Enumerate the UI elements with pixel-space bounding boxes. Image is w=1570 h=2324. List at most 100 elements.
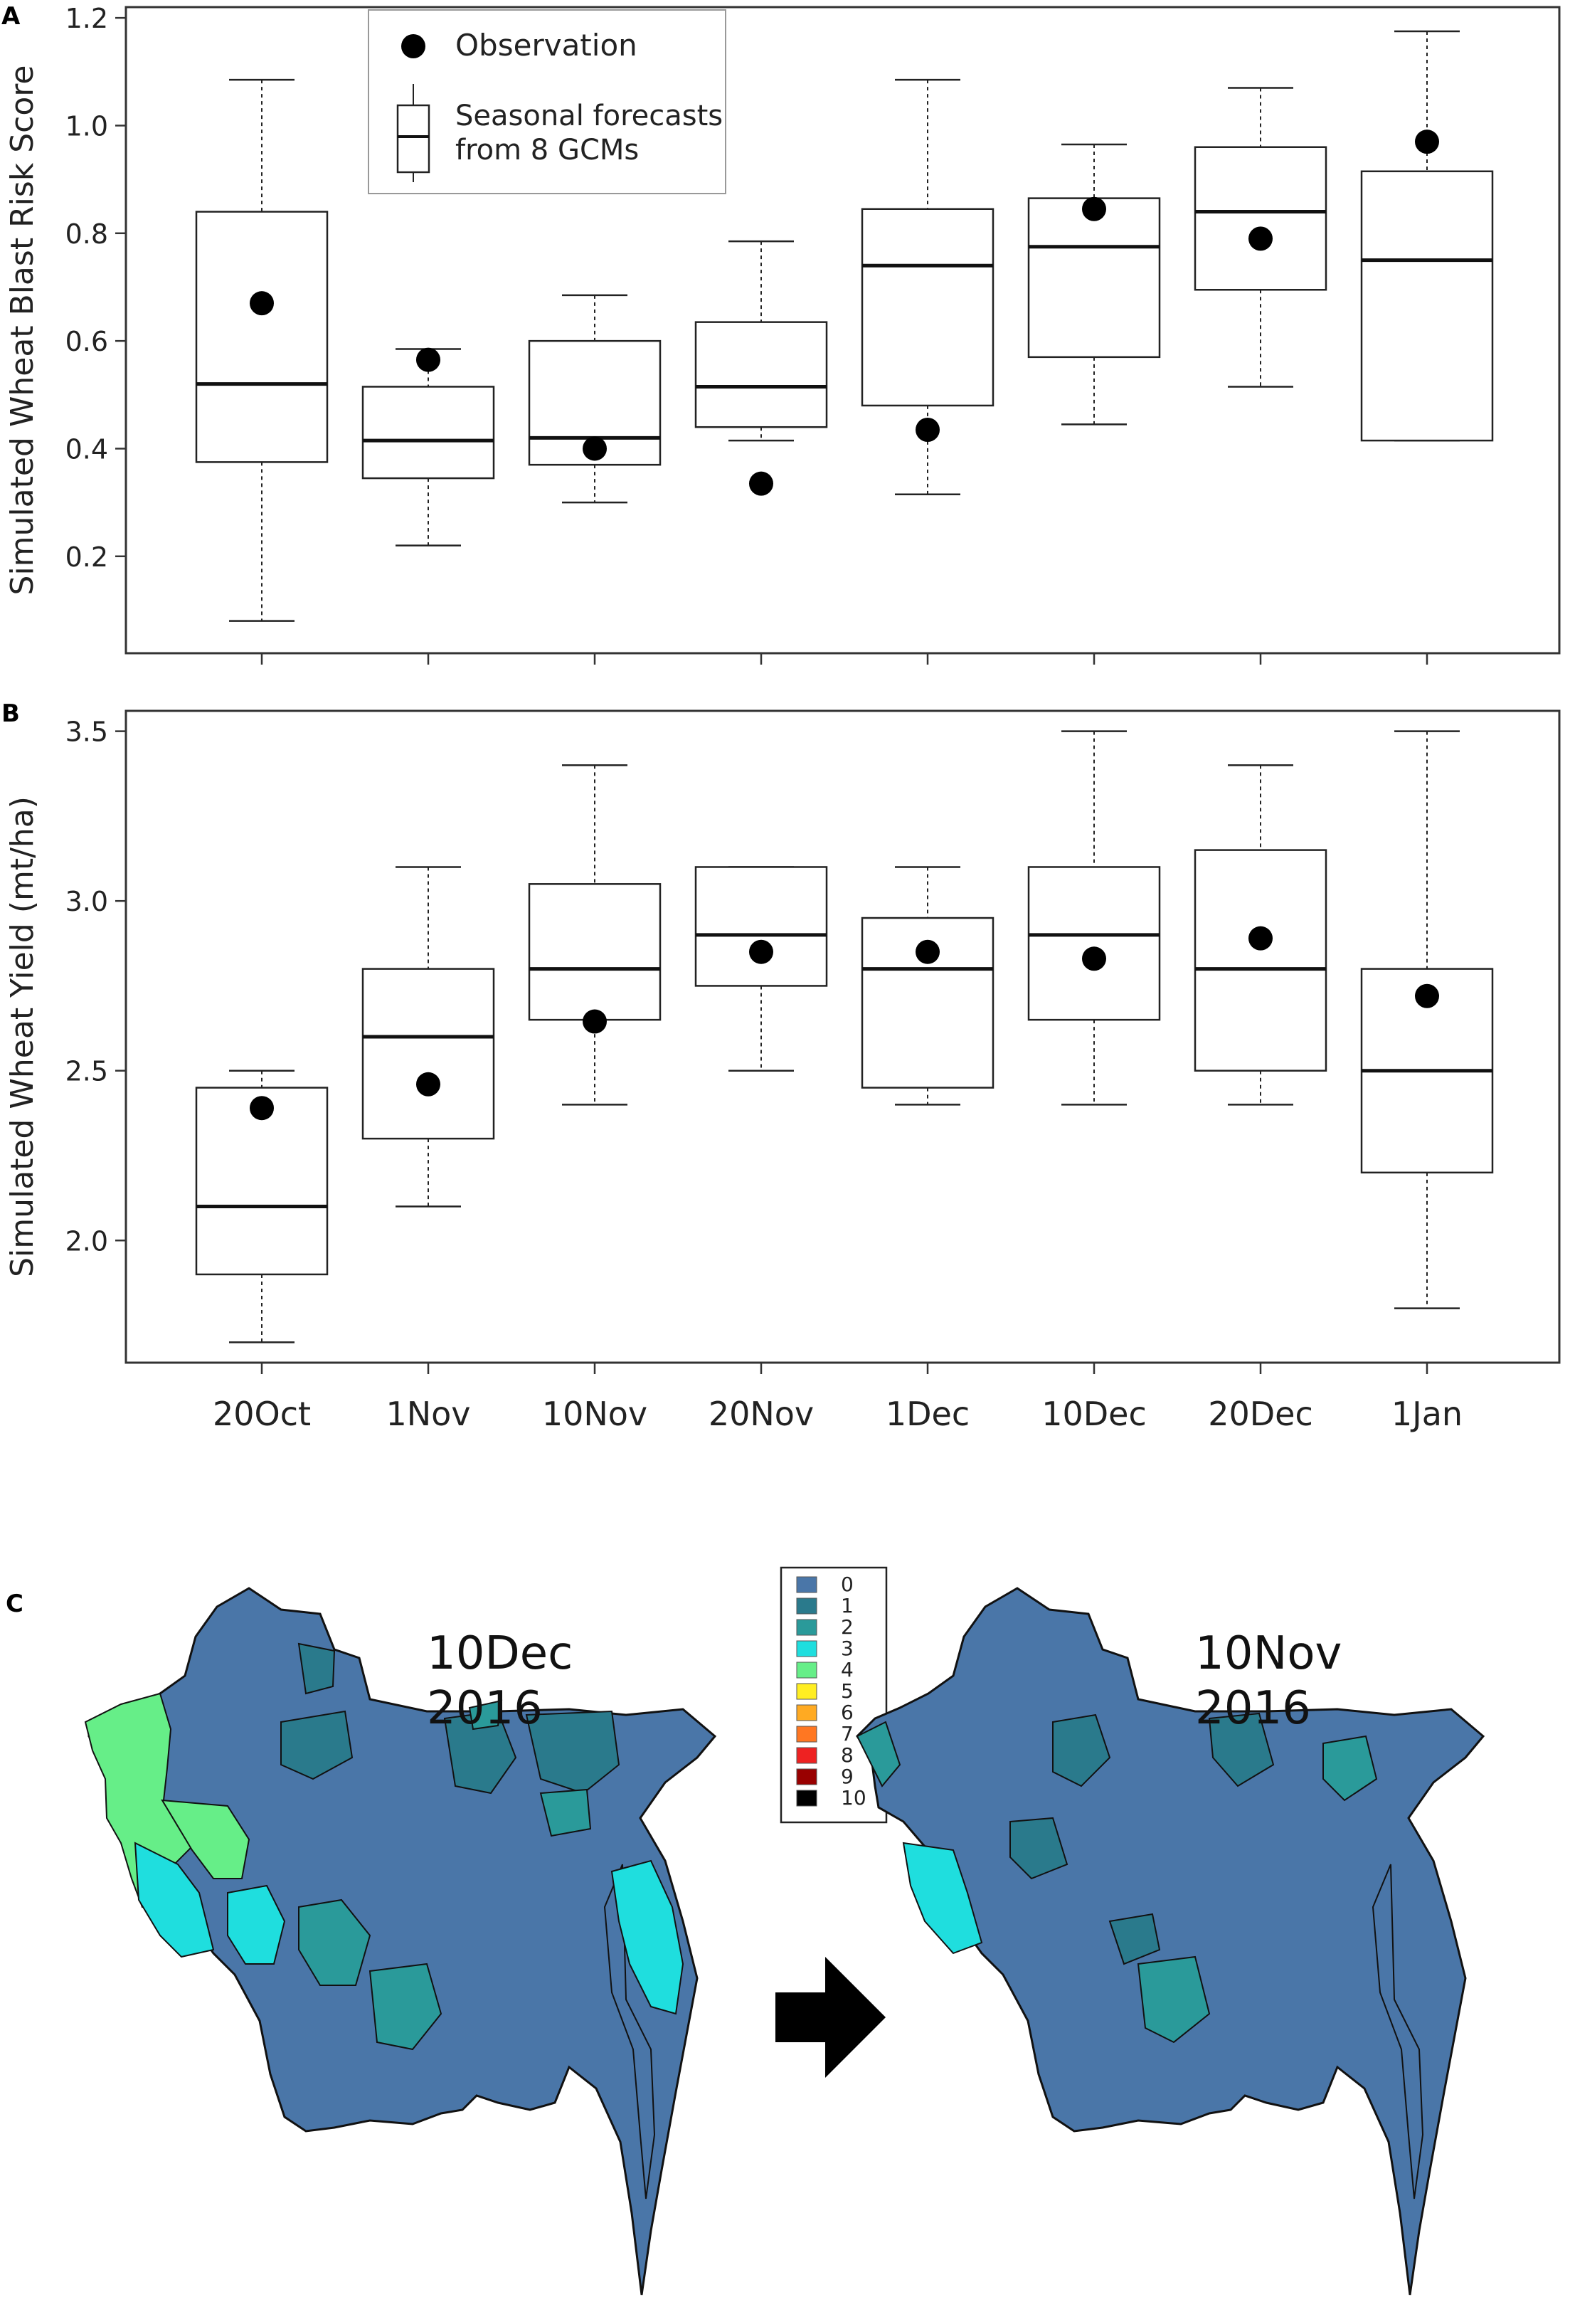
- observation-point: [1082, 946, 1106, 971]
- map-left-region-4-b: [161, 1799, 250, 1879]
- x-tick-label: 10Nov: [542, 1395, 647, 1433]
- map-left-region-2-b: [368, 1963, 442, 2051]
- map-legend-swatch: [796, 1640, 817, 1657]
- iqr-box: [361, 386, 495, 480]
- iqr-box: [1194, 146, 1327, 291]
- map-left-region-3-a: [134, 1842, 215, 1958]
- observation-point: [1248, 926, 1273, 951]
- map-left-region-2-d: [539, 1788, 592, 1837]
- map-legend-swatch: [796, 1704, 817, 1721]
- map-right-border: [1372, 1864, 1424, 2199]
- legend-box-marker: [396, 104, 430, 174]
- observation-point: [250, 1096, 274, 1121]
- map-legend-label: 0: [841, 1573, 854, 1596]
- x-tick-label: 1Nov: [386, 1395, 470, 1433]
- y-axis-label-a: Simulated Wheat Blast Risk Score: [4, 65, 41, 596]
- observation-point: [749, 471, 773, 496]
- map-legend-swatch: [796, 1768, 817, 1785]
- iqr-box: [861, 917, 994, 1089]
- map-legend-label: 6: [841, 1701, 854, 1724]
- panel-label-c: C: [6, 1590, 23, 1618]
- y-tick-label: 1.0: [65, 110, 108, 142]
- observation-point: [916, 939, 940, 964]
- map-left-region-2-c: [468, 1699, 503, 1731]
- y-tick-label: 0.2: [65, 542, 108, 573]
- legend-forecast-line1: Seasonal forecasts: [455, 100, 723, 132]
- y-tick-label: 0.8: [65, 218, 108, 250]
- box-1Jan: [1360, 730, 1494, 1309]
- map-legend-swatch: [796, 1790, 817, 1807]
- map-legend-label: 3: [841, 1637, 854, 1660]
- x-axis-ticks-a: [260, 653, 1428, 665]
- legend-forecast-line2: from 8 GCMs: [455, 134, 639, 167]
- boxes-b: [195, 730, 1494, 1343]
- observations-b: [250, 926, 1439, 1121]
- x-tick-label: 20Oct: [213, 1395, 311, 1433]
- map-right-region-2-b: [1322, 1735, 1378, 1802]
- y-tick-label: 0.4: [65, 433, 108, 465]
- box-1Dec: [861, 78, 994, 496]
- map-legend-label: 5: [841, 1679, 854, 1703]
- x-tick-label: 1Dec: [886, 1395, 970, 1433]
- panel-label-a: A: [1, 2, 21, 31]
- box-1Dec: [861, 866, 994, 1106]
- legend: Observation Seasonal forecasts from 8 GC…: [368, 9, 726, 194]
- observation-point: [1415, 983, 1439, 1008]
- y-axis-b: 2.0 2.5 3.0 3.5: [65, 717, 126, 1257]
- map-left-region-1-c: [525, 1710, 620, 1795]
- map-left-region-3-c: [610, 1859, 684, 2015]
- map-right-region-3-a: [902, 1842, 983, 1955]
- map-left-region-3-b: [227, 1884, 286, 1965]
- map-right-region-2-a: [856, 1721, 901, 1787]
- map-legend-swatch: [796, 1662, 817, 1679]
- map-right-title-line1: 10Nov: [1195, 1627, 1342, 1680]
- map-legend-swatch: [796, 1576, 817, 1593]
- box-10Nov: [528, 764, 662, 1106]
- box-20Dec: [1194, 87, 1327, 388]
- observation-point: [1248, 226, 1273, 251]
- box-10Nov: [528, 294, 662, 504]
- iqr-box: [361, 968, 495, 1140]
- map-legend-label: 8: [841, 1743, 854, 1767]
- map-left: 10Dec 2016: [84, 1587, 717, 2296]
- map-left-border: [603, 1864, 656, 2199]
- iqr-box: [1027, 866, 1161, 1021]
- y-tick-label: 3.5: [65, 717, 108, 748]
- map-right: 10Nov 2016: [856, 1587, 1485, 2296]
- map-legend-swatch: [796, 1726, 817, 1743]
- map-left-title-line2: 2016: [427, 1682, 543, 1735]
- iqr-box: [528, 883, 662, 1021]
- y-tick-label: 0.6: [65, 326, 108, 357]
- map-legend-label: 1: [841, 1594, 854, 1617]
- arrow-icon: [775, 1957, 886, 2078]
- map-legend-swatch: [796, 1619, 817, 1636]
- map-left-region-2-a: [298, 1898, 371, 1986]
- box-1Jan: [1360, 30, 1494, 442]
- map-right-region-1-a: [1052, 1713, 1111, 1787]
- map-left-region-1-a: [280, 1710, 354, 1780]
- iqr-box: [1027, 197, 1161, 359]
- map-left-title-line1: 10Dec: [427, 1627, 573, 1680]
- box-20Nov: [694, 240, 828, 442]
- x-axis-labels-b: 20Oct 1Nov 10Nov 20Nov 1Dec 10Dec 20Dec 1Jan: [213, 1395, 1463, 1433]
- y-axis-label-b: Simulated Wheat Yield (mt/ha): [4, 796, 41, 1277]
- x-tick-label: 10Dec: [1041, 1395, 1147, 1433]
- box-1Nov: [361, 348, 495, 546]
- map-right-region-1-d: [1108, 1913, 1161, 1965]
- chart-a: 0.2 0.4 0.6 0.8 1.0 1.2 Simulated Wheat Blast…: [4, 3, 1561, 665]
- x-tick-label: 20Nov: [709, 1395, 814, 1433]
- box-20Dec: [1194, 764, 1327, 1106]
- observation-point: [416, 1072, 440, 1097]
- map-right-title-line2: 2016: [1195, 1682, 1311, 1735]
- observation-point: [416, 347, 440, 372]
- iqr-box: [1194, 849, 1327, 1072]
- map-left-region-1-d: [297, 1642, 336, 1695]
- iqr-box: [694, 866, 828, 987]
- box-1Nov: [361, 866, 495, 1208]
- map-right-region-1-c: [1009, 1817, 1068, 1880]
- boxes-a: [195, 30, 1494, 622]
- box-10Dec: [1027, 143, 1161, 426]
- x-axis-ticks-b: [260, 1363, 1428, 1374]
